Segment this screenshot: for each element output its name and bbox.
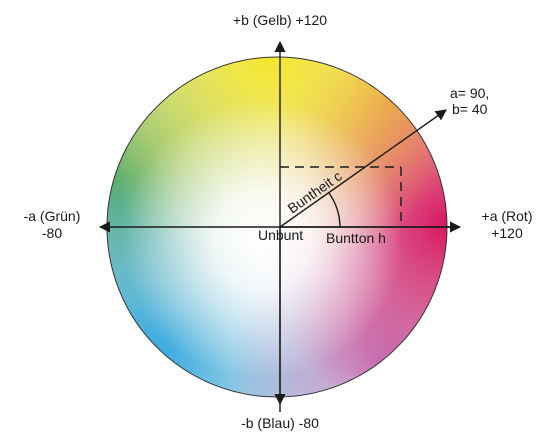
label-positive-b: +b (Gelb) +120 (233, 12, 327, 28)
point-label-a: a= 90, (450, 85, 489, 101)
hue-angle-arc (328, 192, 341, 228)
label-negative-a-name: -a (Grün) (24, 208, 81, 224)
center-label: Unbunt (258, 227, 303, 243)
label-negative-a-value: -80 (42, 225, 62, 241)
label-positive-a-value: +120 (491, 225, 523, 241)
label-positive-a-name: +a (Rot) (482, 208, 533, 224)
point-label-b: b= 40 (452, 101, 488, 117)
hue-label: Buntton h (326, 230, 386, 246)
label-negative-b: -b (Blau) -80 (241, 415, 319, 431)
chroma-vector-arrow (279, 109, 447, 228)
